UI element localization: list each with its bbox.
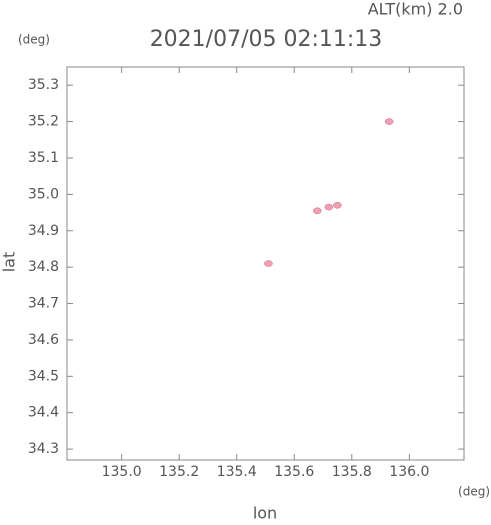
x-unit: (deg) — [458, 485, 490, 499]
y-tick-label: 34.6 — [28, 332, 59, 348]
chart-title: 2021/07/05 02:11:13 — [150, 27, 383, 52]
echo-point — [333, 202, 342, 209]
y-tick-label: 34.3 — [28, 441, 59, 457]
y-tick-label: 35.3 — [28, 77, 59, 93]
echo-point — [384, 118, 394, 125]
y-tick-label: 35.1 — [28, 150, 59, 166]
y-tick-label: 35.2 — [28, 114, 59, 130]
echo-point — [264, 260, 273, 267]
x-tick-label: 135.4 — [217, 464, 257, 480]
altitude-annotation: ALT(km) 2.0 — [368, 0, 463, 19]
y-tick-label: 34.5 — [28, 368, 59, 384]
echo-point — [324, 203, 334, 211]
y-axis-label: lat — [0, 252, 19, 273]
x-tick-label: 135.2 — [159, 464, 199, 480]
plot-frame — [66, 66, 465, 461]
y-tick-label: 34.8 — [28, 259, 59, 275]
y-tick-label: 34.7 — [28, 296, 59, 312]
echo-point — [313, 207, 322, 214]
y-tick-label: 35.0 — [28, 186, 59, 202]
y-tick-label: 34.4 — [28, 405, 59, 421]
x-tick-label: 135.8 — [332, 464, 372, 480]
x-tick-label: 135.6 — [274, 464, 314, 480]
x-tick-label: 136.0 — [389, 464, 429, 480]
y-tick-label: 34.9 — [28, 223, 59, 239]
x-tick-label: 135.0 — [102, 464, 142, 480]
x-axis-label: lon — [253, 504, 277, 522]
y-unit: (deg) — [18, 33, 50, 47]
